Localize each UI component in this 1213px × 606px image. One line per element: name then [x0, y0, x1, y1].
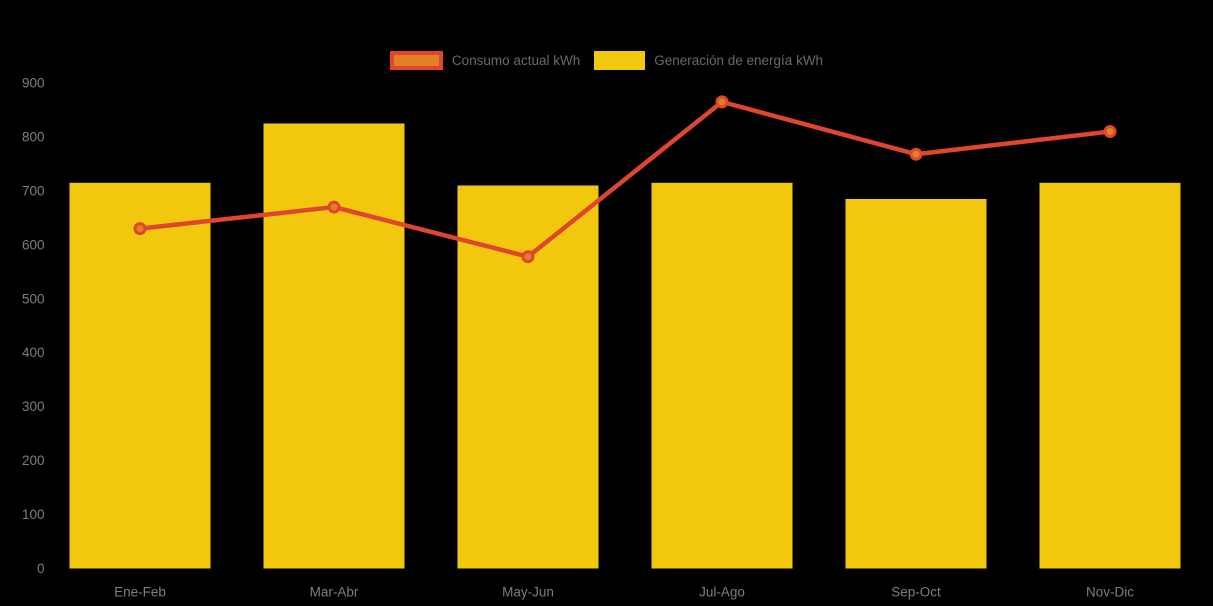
consumption-data-point[interactable] — [133, 222, 147, 236]
x-axis-category-label: Jul-Ago — [699, 585, 745, 600]
legend-swatch-consumo-line — [389, 51, 443, 70]
y-axis-tick-label: 800 — [22, 129, 45, 144]
generation-bar[interactable] — [651, 182, 793, 569]
generation-bar[interactable] — [845, 198, 987, 569]
generation-bar[interactable] — [1039, 182, 1181, 569]
y-axis-tick-label: 100 — [22, 507, 45, 522]
x-axis-category-label: Nov-Dic — [1086, 585, 1134, 600]
legend-label-consumo: Consumo actual kWh — [451, 53, 581, 68]
legend: Consumo actual kWh Generación de energía… — [0, 51, 1213, 70]
y-axis-tick-label: 700 — [22, 183, 45, 198]
y-axis-tick-label: 300 — [22, 399, 45, 414]
x-axis-category-label: Sep-Oct — [891, 585, 941, 600]
legend-label-generacion: Generación de energía kWh — [654, 53, 824, 68]
consumption-data-point[interactable] — [715, 95, 729, 109]
x-axis-category-label: Ene-Feb — [114, 585, 166, 600]
consumption-data-point[interactable] — [1103, 125, 1117, 139]
consumption-data-point[interactable] — [909, 147, 923, 161]
generation-bar[interactable] — [69, 182, 211, 569]
x-axis-category-label: Mar-Abr — [310, 585, 359, 600]
consumption-line — [137, 99, 1113, 259]
y-axis-tick-label: 400 — [22, 345, 45, 360]
generation-bar[interactable] — [263, 123, 405, 569]
y-axis-tick-label: 200 — [22, 453, 45, 468]
y-axis-tick-label: 900 — [22, 76, 45, 91]
legend-item-generacion[interactable]: Generación de energía kWh — [594, 51, 823, 70]
consumption-data-point[interactable] — [327, 200, 341, 214]
legend-item-consumo[interactable]: Consumo actual kWh — [389, 51, 581, 70]
y-axis-tick-label: 600 — [22, 237, 45, 252]
generation-bar[interactable] — [457, 185, 599, 569]
y-axis-tick-label: 500 — [22, 291, 45, 306]
consumption-data-point[interactable] — [521, 250, 535, 264]
x-axis-category-label: May-Jun — [502, 585, 554, 600]
legend-swatch-generacion-bar — [594, 51, 646, 70]
y-axis-tick-label: 0 — [37, 561, 45, 576]
